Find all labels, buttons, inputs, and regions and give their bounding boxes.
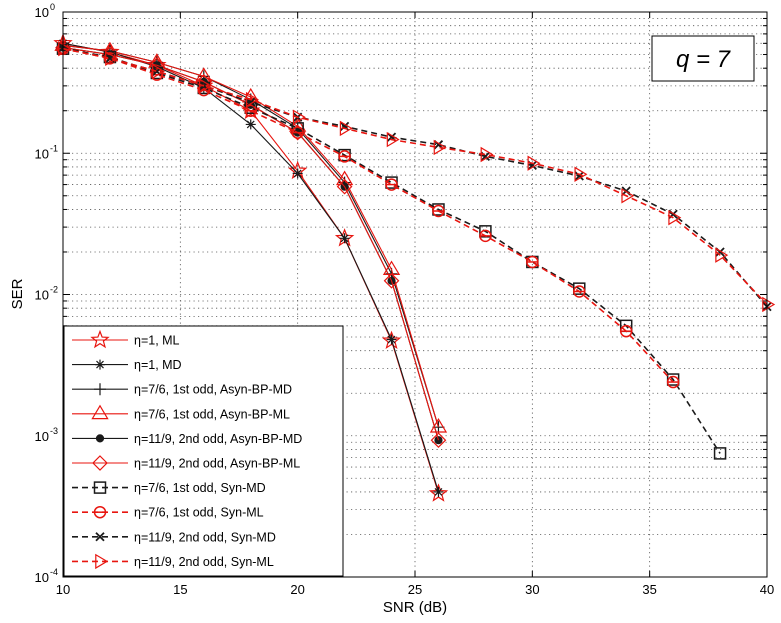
dot-marker — [434, 436, 443, 445]
triangle-right-marker — [715, 247, 729, 263]
legend-entry: η=7/6, 1st odd, Syn-ML — [72, 506, 264, 520]
dot-marker — [95, 434, 105, 443]
triangle-right-marker — [292, 109, 306, 125]
legend-entry: η=1, MD — [72, 358, 182, 372]
triangle-right-marker — [527, 155, 541, 171]
series-line — [62, 47, 674, 383]
triangle-right-marker — [58, 40, 72, 57]
triangle-right-marker — [199, 78, 212, 94]
legend-box — [63, 325, 344, 577]
series-line — [62, 47, 768, 306]
square-marker — [291, 122, 304, 135]
star-marker — [90, 329, 110, 349]
series-group — [53, 33, 776, 502]
cross-marker — [95, 532, 105, 542]
plus-marker — [94, 383, 106, 396]
x-tick-label: 40 — [760, 582, 774, 597]
cross-marker — [574, 171, 584, 181]
legend-label: η=1, ML — [134, 334, 180, 348]
legend-label: η=1, MD — [134, 358, 182, 372]
y-tick-exponent: -3 — [50, 426, 58, 436]
x-tick-label: 20 — [290, 582, 304, 597]
asterisk-marker — [292, 168, 303, 179]
triangle-right-marker — [762, 296, 776, 313]
legend-label: η=7/6, 1st odd, Syn-MD — [134, 481, 266, 495]
triangle-right-marker — [480, 146, 494, 163]
y-axis-label: SER — [9, 278, 26, 309]
asterisk-marker — [95, 359, 105, 370]
plot-frame — [62, 11, 768, 578]
series-10 — [58, 40, 776, 313]
triangle-right-marker — [152, 63, 166, 80]
asterisk-marker — [339, 233, 350, 244]
triangle-right-marker — [668, 209, 682, 226]
legend-entry: η=11/9, 2nd odd, Syn-ML — [72, 553, 274, 570]
legend-entry: η=11/9, 2nd odd, Asyn-BP-ML — [72, 455, 300, 471]
asterisk-marker — [245, 119, 256, 130]
x-tick-label: 15 — [173, 582, 187, 597]
asterisk-marker — [433, 486, 444, 497]
triangle-right-marker — [339, 120, 353, 137]
legend-entry: η=11/9, 2nd odd, Asyn-BP-MD — [72, 432, 302, 446]
x-axis-label: SNR (dB) — [383, 599, 447, 616]
y-tick-exponent: 0 — [50, 2, 55, 12]
legend-entry: η=7/6, 1st odd, Syn-MD — [72, 481, 266, 495]
diamond-marker — [383, 272, 400, 289]
x-tick-label: 30 — [525, 582, 539, 597]
y-tick-label: 10 — [35, 146, 49, 161]
x-tick-label: 35 — [642, 582, 656, 597]
legend-label: η=11/9, 2nd odd, Syn-ML — [134, 555, 274, 569]
triangle-right-marker — [386, 131, 400, 148]
square-marker — [713, 447, 727, 460]
legend: η=1, ML η=1, MD η=7/6, 1st odd, Asyn-BP-MD… — [63, 325, 344, 577]
q-annotation-box: q = 7 — [651, 35, 755, 82]
legend-label: η=11/9, 2nd odd, Asyn-BP-MD — [134, 432, 302, 446]
diamond-marker — [430, 432, 447, 449]
series-line — [62, 47, 721, 454]
triangle-right-marker — [574, 166, 588, 182]
legend-entry: η=7/6, 1st odd, Asyn-BP-ML — [72, 404, 290, 421]
y-tick-label: 10 — [35, 429, 49, 444]
legend-label: η=7/6, 1st odd, Syn-ML — [134, 506, 264, 520]
y-tick-label: 10 — [35, 570, 49, 585]
legend-entry: η=11/9, 2nd odd, Syn-MD — [72, 530, 276, 544]
legend-entry: η=7/6, 1st odd, Asyn-BP-MD — [72, 383, 292, 397]
x-tick-label: 25 — [408, 582, 422, 597]
triangle-right-marker — [433, 139, 447, 156]
diamond-marker — [336, 178, 353, 195]
asterisk-marker — [198, 82, 209, 93]
legend-label: η=7/6, 1st odd, Asyn-BP-MD — [134, 383, 292, 397]
triangle-right-marker — [95, 553, 109, 570]
legend-entry: η=1, ML — [72, 329, 180, 349]
square-marker — [479, 225, 492, 238]
triangle-right-marker — [105, 50, 119, 67]
square-marker — [93, 481, 107, 494]
y-tick-exponent: -1 — [50, 143, 58, 153]
legend-label: η=11/9, 2nd odd, Asyn-BP-ML — [134, 457, 300, 471]
x-tick-label: 10 — [56, 582, 70, 597]
triangle-marker — [91, 404, 109, 420]
asterisk-marker — [386, 334, 397, 345]
y-tick-label: 10 — [35, 288, 49, 303]
y-tick-exponent: -2 — [50, 285, 58, 295]
legend-label: η=11/9, 2nd odd, Syn-MD — [134, 530, 276, 544]
triangle-right-marker — [245, 91, 259, 108]
star-marker — [428, 483, 449, 502]
q-annotation-text: q = 7 — [676, 46, 732, 73]
series-8 — [56, 42, 680, 389]
triangle-right-marker — [621, 188, 635, 204]
legend-label: η=7/6, 1st odd, Asyn-BP-ML — [134, 407, 290, 421]
y-tick-label: 10 — [35, 5, 49, 20]
diamond-marker — [92, 455, 108, 471]
y-tick-exponent: -4 — [50, 567, 58, 577]
